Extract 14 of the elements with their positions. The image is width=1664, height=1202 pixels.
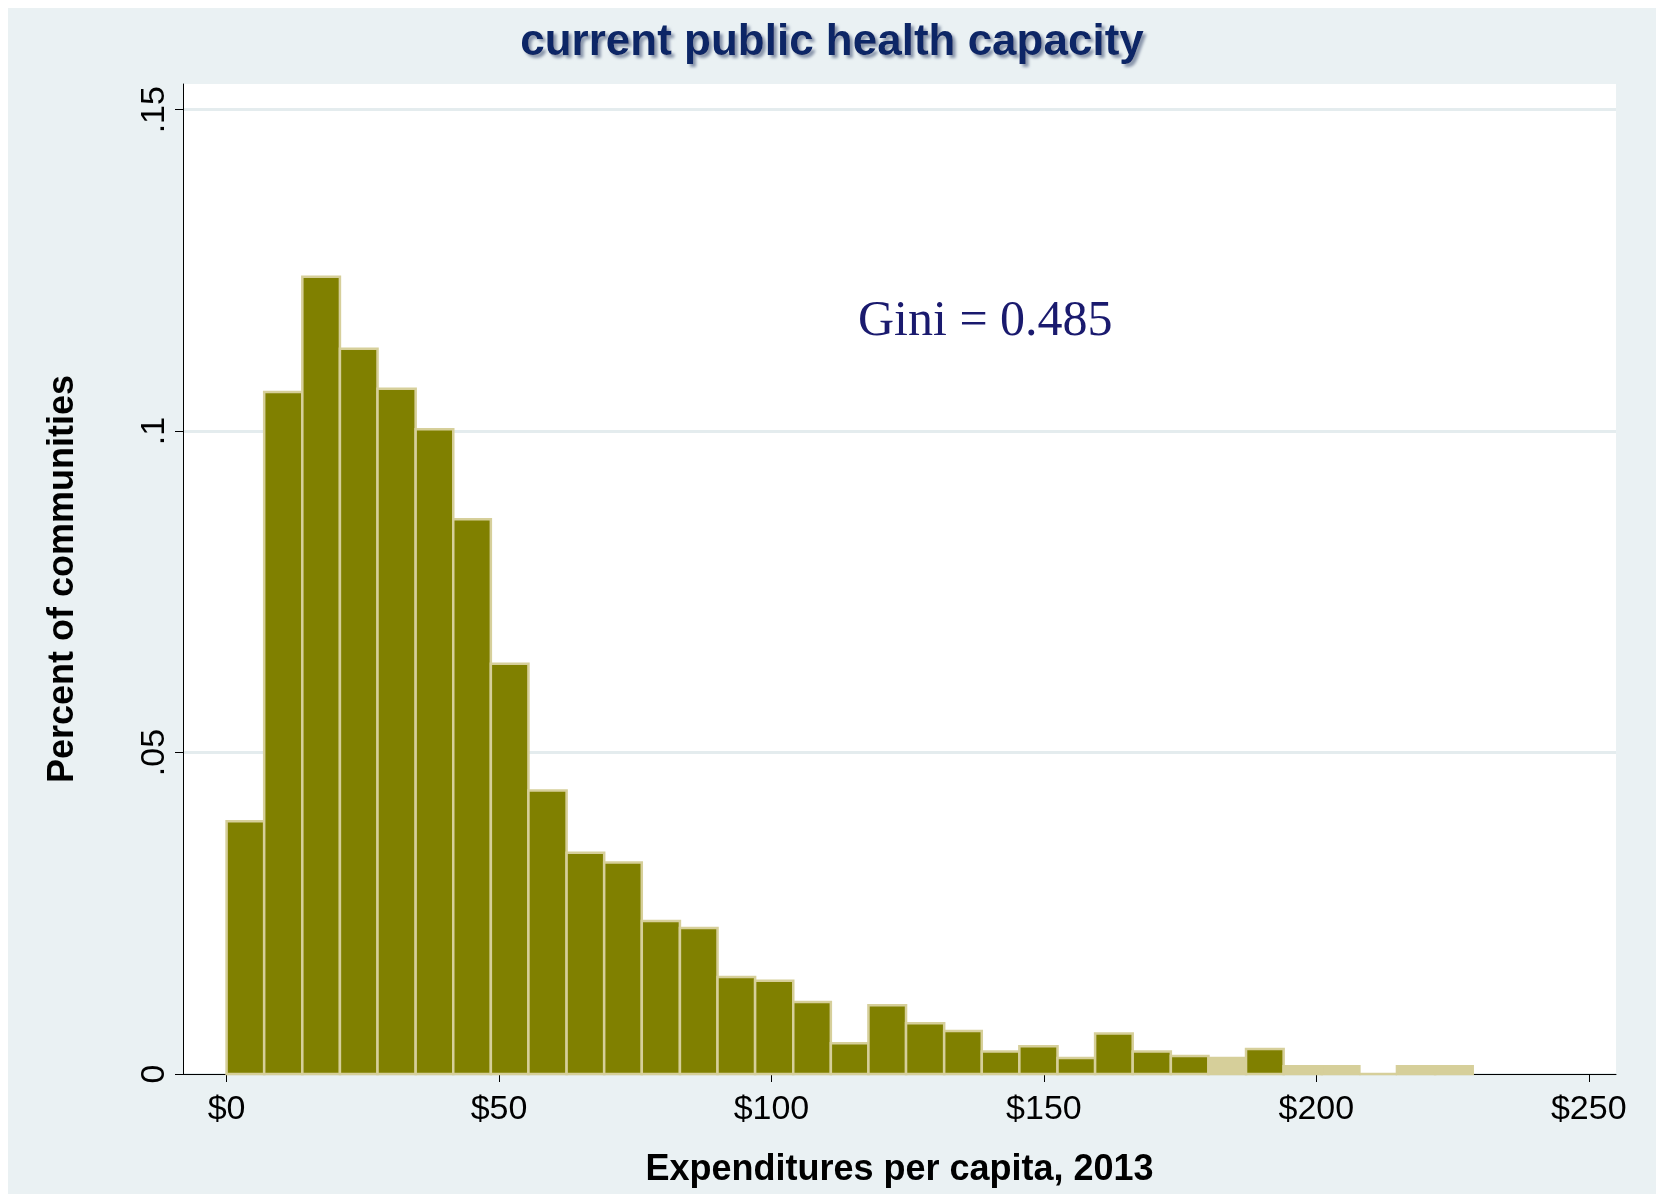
x-tick-label: $150 [1006, 1088, 1082, 1126]
x-tick-label: $0 [207, 1088, 246, 1126]
y-tick-label: 0 [133, 1064, 171, 1084]
x-tick-label: $100 [733, 1088, 810, 1126]
y-tick-label: .05 [133, 728, 171, 777]
y-tick-label: .1 [133, 416, 171, 446]
chart-title: current public health capacity [520, 14, 1145, 64]
x-tick-label: $250 [1550, 1088, 1627, 1126]
x-tick-label: $50 [470, 1088, 528, 1126]
x-axis-title: Expenditures per capita, 2013 [645, 1146, 1154, 1188]
y-tick-label: .15 [133, 86, 171, 134]
annotation: Gini = 0.485 [858, 290, 1113, 346]
x-tick-label: $200 [1278, 1088, 1355, 1126]
y-axis-title: Percent of communities [39, 374, 81, 784]
